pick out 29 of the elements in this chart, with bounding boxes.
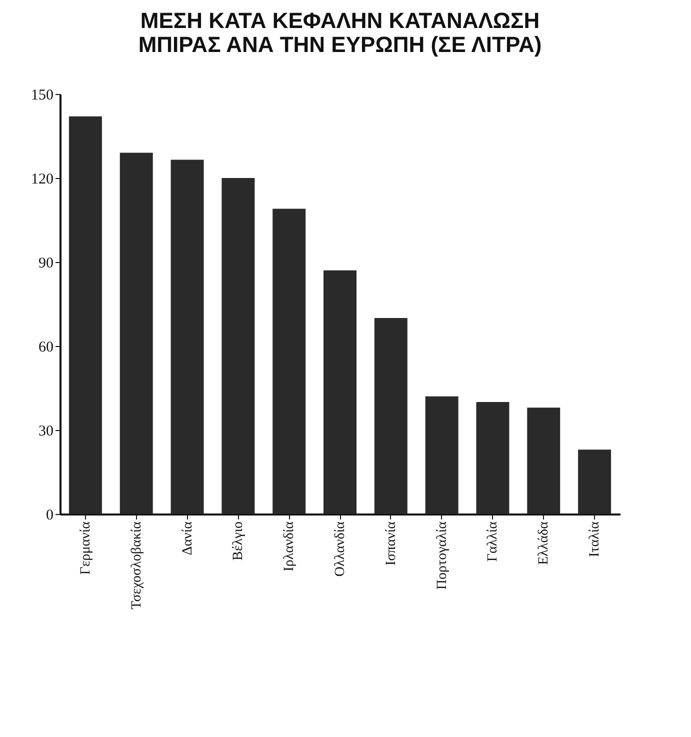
- x-tick-label: Πορτογαλία: [434, 520, 450, 590]
- bar: [527, 408, 560, 514]
- y-tick-label: 0: [46, 508, 54, 524]
- bar: [476, 402, 510, 514]
- x-tick-label: Ελλάδα: [536, 520, 552, 565]
- y-tick-label: 150: [31, 88, 54, 104]
- bar: [272, 208, 306, 514]
- y-tick-label: 120: [31, 172, 54, 188]
- bar: [374, 318, 408, 514]
- bar: [578, 450, 612, 514]
- x-tick-label: Βέλγιο: [231, 522, 246, 560]
- bar: [425, 396, 458, 514]
- x-tick-label: Ιταλία: [588, 520, 603, 558]
- x-tick-label: Ισπανία: [384, 520, 399, 566]
- bar: [222, 178, 255, 514]
- x-tick-label: Δανία: [180, 520, 196, 556]
- x-tick-label: Τσεχοσλοβακία: [129, 520, 144, 610]
- bar: [68, 116, 102, 514]
- bar: [324, 270, 356, 514]
- bar: [170, 160, 204, 514]
- y-tick-label: 90: [38, 256, 54, 272]
- x-tick-label: Ιρλανδία: [282, 520, 298, 572]
- y-tick-label: 30: [38, 424, 54, 440]
- bar: [120, 152, 153, 514]
- x-tick-label: Ολλανδία: [333, 520, 348, 577]
- x-tick-label: Γαλλία: [486, 520, 501, 562]
- x-tick-label: Γερμανία: [78, 520, 94, 575]
- y-tick-label: 60: [38, 340, 54, 356]
- chart-title: ΜΕΣΗ ΚΑΤΑ ΚΕΦΑΛΗΝ ΚΑΤΑΝΑΛΩΣΗ ΜΠΙΡΑΣ ΑΝΑ ΤΗΝ ΕΥΡΩΠΗ (ΣΕ ΛΙΤΡΑ): [138, 8, 542, 57]
